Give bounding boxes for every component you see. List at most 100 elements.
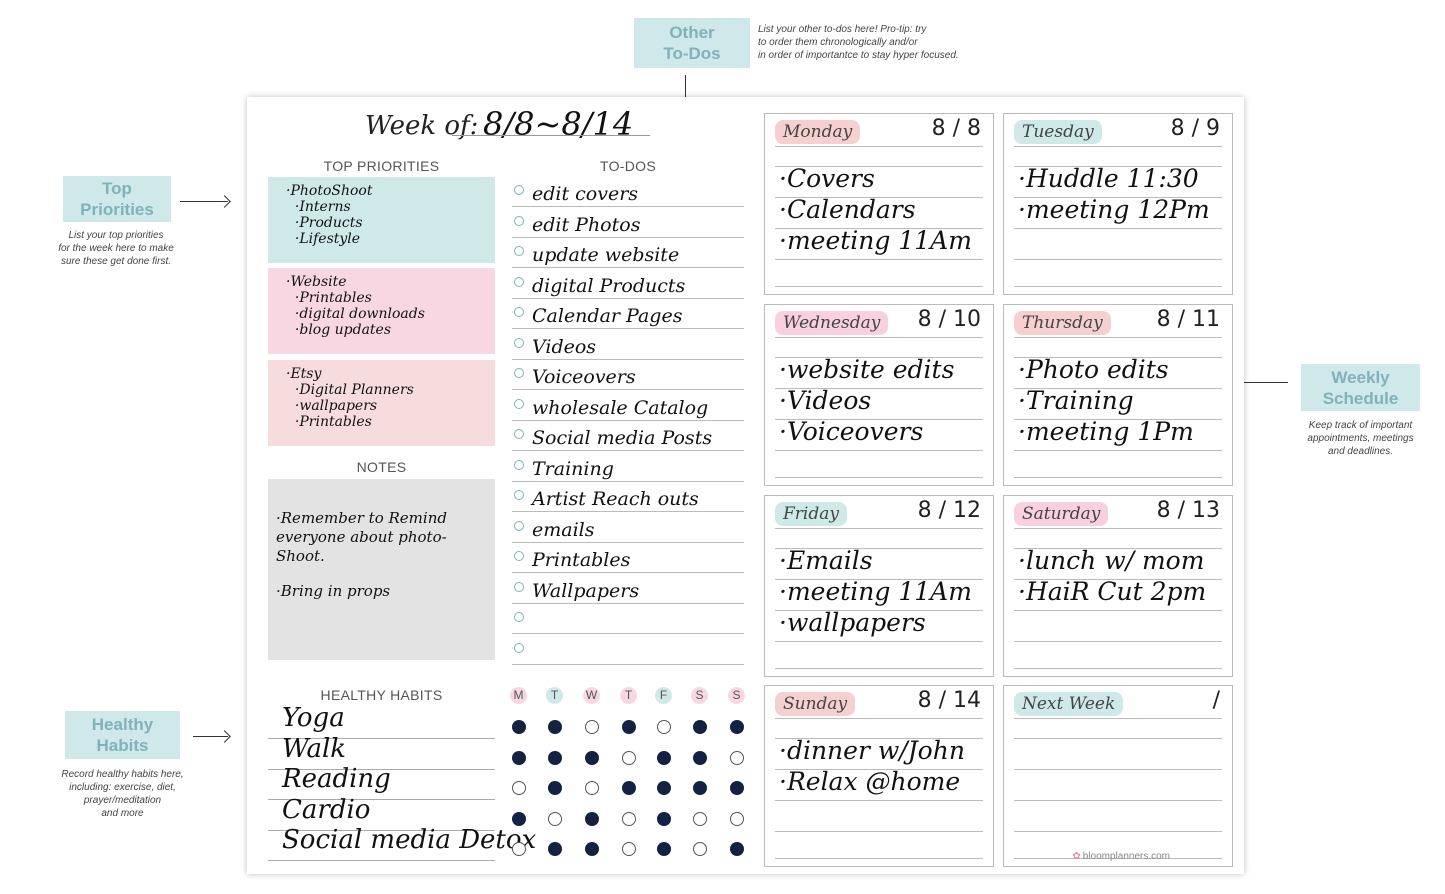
- habit-dot-empty[interactable]: [622, 842, 636, 856]
- todo-row[interactable]: Videos: [512, 330, 744, 360]
- habit-dot-empty[interactable]: [512, 781, 526, 795]
- habit-day-letter: T: [546, 687, 563, 704]
- habit-dot-empty[interactable]: [657, 720, 671, 734]
- todo-row[interactable]: update website: [512, 238, 744, 268]
- habit-dot-filled[interactable]: [585, 750, 599, 765]
- habit-dot-empty[interactable]: [693, 842, 707, 856]
- card-rule: [1014, 259, 1222, 260]
- habit-dot-filled[interactable]: [512, 811, 526, 826]
- habit-dot-filled[interactable]: [657, 781, 671, 795]
- habit-dot-filled[interactable]: [548, 842, 562, 856]
- todo-checkbox[interactable]: [514, 551, 524, 561]
- habit-dot-filled[interactable]: [622, 781, 636, 795]
- todo-checkbox[interactable]: [514, 429, 524, 439]
- habit-dot-empty[interactable]: [730, 750, 744, 765]
- habit-dot-empty[interactable]: [548, 811, 562, 826]
- schedule-entry: ·Training: [1018, 386, 1134, 415]
- schedule-entry: ·meeting 12Pm: [1018, 195, 1210, 224]
- habit-dot-filled[interactable]: [548, 750, 562, 765]
- habit-dot-filled[interactable]: [657, 750, 671, 765]
- habit-row[interactable]: Walk: [268, 734, 495, 770]
- todo-checkbox[interactable]: [514, 276, 524, 287]
- todo-checkbox[interactable]: [514, 215, 524, 226]
- habit-dot-filled[interactable]: [548, 781, 562, 795]
- todo-checkbox[interactable]: [514, 490, 524, 500]
- habit-dot-empty[interactable]: [693, 811, 707, 826]
- todo-checkbox[interactable]: [514, 581, 524, 592]
- habit-dot-filled[interactable]: [730, 781, 744, 795]
- weekly-schedule-callout: Weekly Schedule: [1301, 364, 1420, 411]
- todo-checkbox[interactable]: [514, 337, 524, 348]
- habit-row[interactable]: Social media Detox: [268, 825, 536, 861]
- note-text: ·Bring in props: [276, 582, 391, 600]
- notes-box[interactable]: ·Remember to Remind everyone about photo…: [268, 479, 495, 660]
- card-rule: [775, 528, 983, 529]
- todo-row[interactable]: edit covers: [512, 177, 744, 207]
- day-card[interactable]: Next Week /: [1003, 685, 1233, 867]
- day-card[interactable]: Wednesday 8 / 10 ·website edits ·Videos ·Voi…: [764, 304, 994, 486]
- todo-row[interactable]: digital Products: [512, 269, 744, 299]
- schedule-entry: ·Relax @home: [779, 767, 961, 796]
- todo-row[interactable]: Voiceovers: [512, 360, 744, 390]
- priority-block[interactable]: ·Etsy ·Digital Planners ·wallpapers ·Pri…: [268, 360, 495, 446]
- todo-checkbox[interactable]: [514, 459, 524, 470]
- habit-dot-filled[interactable]: [585, 811, 599, 826]
- priority-block[interactable]: ·PhotoShoot ·Interns ·Products ·Lifestyl…: [268, 177, 495, 263]
- todo-checkbox[interactable]: [514, 398, 524, 409]
- habit-dot-filled[interactable]: [622, 720, 636, 734]
- todo-row[interactable]: Training: [512, 452, 744, 482]
- todo-row[interactable]: Wallpapers: [512, 574, 744, 604]
- priority-block[interactable]: ·Website ·Printables ·digital downloads …: [268, 268, 495, 354]
- day-card[interactable]: Thursday 8 / 11 ·Photo edits ·Training ·meet…: [1003, 304, 1233, 486]
- habit-dot-filled[interactable]: [730, 720, 744, 734]
- habit-dot-empty[interactable]: [730, 811, 744, 826]
- card-rule: [775, 146, 983, 147]
- schedule-entry: ·dinner w/John: [779, 736, 965, 765]
- habit-dot-filled[interactable]: [585, 842, 599, 856]
- habit-dot-empty[interactable]: [622, 750, 636, 765]
- habit-row[interactable]: Reading: [268, 764, 495, 800]
- day-card[interactable]: Monday 8 / 8 ·Covers ·Calendars ·meeting 11A…: [764, 113, 994, 295]
- habit-dot-filled[interactable]: [512, 750, 526, 765]
- todo-row[interactable]: Artist Reach outs: [512, 482, 744, 512]
- todo-checkbox[interactable]: [514, 185, 524, 195]
- habit-dot-filled[interactable]: [548, 720, 562, 734]
- habit-dot-empty[interactable]: [622, 811, 636, 826]
- habit-dot-empty[interactable]: [585, 720, 599, 734]
- day-card[interactable]: Sunday 8 / 14 ·dinner w/John ·Relax @home: [764, 685, 994, 867]
- todo-checkbox[interactable]: [514, 307, 524, 317]
- todo-row[interactable]: Social media Posts: [512, 421, 744, 451]
- habit-row[interactable]: Cardio: [268, 795, 495, 831]
- day-date: 8 / 10: [917, 307, 981, 332]
- habit-dot-filled[interactable]: [730, 842, 744, 856]
- top-priorities-heading: TOP PRIORITIES: [323, 158, 440, 174]
- todo-checkbox[interactable]: [514, 612, 524, 622]
- habit-dot-filled[interactable]: [693, 781, 707, 795]
- todo-row[interactable]: edit Photos: [512, 208, 744, 238]
- todo-row[interactable]: [512, 635, 744, 665]
- habit-dot-filled[interactable]: [512, 720, 526, 734]
- todo-row[interactable]: Calendar Pages: [512, 299, 744, 329]
- schedule-entry: ·lunch w/ mom: [1018, 546, 1205, 575]
- todo-checkbox[interactable]: [514, 246, 524, 256]
- habit-dot-filled[interactable]: [693, 720, 707, 734]
- todo-row[interactable]: Printables: [512, 543, 744, 573]
- habit-dot-empty[interactable]: [512, 842, 526, 856]
- habit-dot-filled[interactable]: [657, 842, 671, 856]
- card-rule: [1014, 831, 1222, 832]
- day-card[interactable]: Saturday 8 / 13 ·lunch w/ mom ·HaiR Cut 2pm: [1003, 495, 1233, 677]
- habit-dot-empty[interactable]: [585, 781, 599, 795]
- todo-checkbox[interactable]: [514, 520, 524, 531]
- day-card[interactable]: Tuesday 8 / 9 ·Huddle 11:30 ·meeting 12Pm: [1003, 113, 1233, 295]
- week-of-value[interactable]: 8/8~8/14: [483, 105, 634, 143]
- todo-checkbox[interactable]: [514, 368, 524, 378]
- day-card[interactable]: Friday 8 / 12 ·Emails ·meeting 11Am ·wallpap…: [764, 495, 994, 677]
- habit-row[interactable]: Yoga: [268, 703, 495, 739]
- day-name: Tuesday: [1014, 120, 1102, 144]
- todo-row[interactable]: wholesale Catalog: [512, 391, 744, 421]
- todo-row[interactable]: [512, 604, 744, 634]
- todo-checkbox[interactable]: [514, 642, 524, 653]
- todo-row[interactable]: emails: [512, 513, 744, 543]
- habit-dot-filled[interactable]: [657, 811, 671, 826]
- habit-dot-filled[interactable]: [693, 750, 707, 765]
